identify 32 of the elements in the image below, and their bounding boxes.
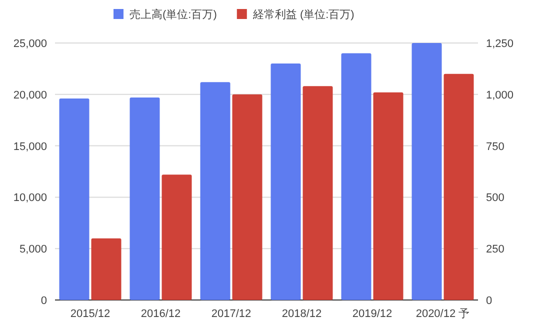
y-tick-label: 5,000: [19, 244, 47, 256]
bar: [270, 64, 301, 300]
y2-tick-label: 0: [486, 295, 492, 307]
y-tick-label: 25,000: [13, 38, 47, 50]
x-tick-label: 2020/12 予: [416, 308, 470, 320]
bar: [373, 92, 404, 300]
legend-label: 経常利益 (単位:百万): [252, 8, 354, 21]
bar: [130, 97, 160, 300]
bar: [444, 74, 474, 300]
x-tick-label: 2017/12: [211, 308, 252, 320]
x-tick-label: 2018/12: [282, 308, 322, 320]
y2-tick-label: 250: [486, 244, 504, 256]
x-tick-label: 2019/12: [352, 308, 392, 320]
legend-label: 売上高(単位:百万): [130, 8, 217, 21]
y-tick-label: 0: [40, 295, 47, 307]
y2-tick-label: 1,000: [486, 89, 514, 102]
bar: [91, 238, 122, 300]
y2-tick-label: 750: [486, 140, 504, 153]
y2-tick-label: 500: [486, 192, 504, 204]
x-tick-label: 2015/12: [70, 308, 110, 320]
bar: [412, 43, 442, 300]
bar: [302, 86, 333, 300]
y-tick-label: 10,000: [13, 192, 47, 204]
bar: [200, 82, 230, 300]
x-tick-label: 2016/12: [140, 308, 181, 320]
y2-tick-label: 1,250: [486, 38, 514, 50]
bar: [232, 94, 262, 300]
y-tick-label: 20,000: [13, 89, 47, 102]
y-tick-label: 15,000: [13, 140, 47, 153]
bar: [162, 174, 192, 300]
bar: [59, 98, 90, 300]
bar: [341, 53, 372, 300]
